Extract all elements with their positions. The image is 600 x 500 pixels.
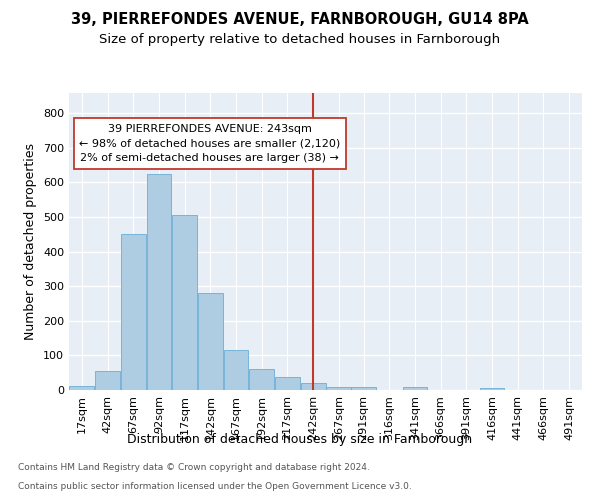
Bar [403,387,427,390]
Text: 39, PIERREFONDES AVENUE, FARNBOROUGH, GU14 8PA: 39, PIERREFONDES AVENUE, FARNBOROUGH, GU… [71,12,529,28]
Bar [250,368,274,390]
Bar [224,350,248,390]
Text: Size of property relative to detached houses in Farnborough: Size of property relative to detached ho… [100,32,500,46]
Bar [146,174,172,390]
Bar [275,377,300,390]
Bar [95,371,120,390]
Bar [172,216,197,390]
Bar [301,383,326,390]
Text: 39 PIERREFONDES AVENUE: 243sqm
← 98% of detached houses are smaller (2,120)
2% o: 39 PIERREFONDES AVENUE: 243sqm ← 98% of … [79,124,340,163]
Text: Distribution of detached houses by size in Farnborough: Distribution of detached houses by size … [127,432,473,446]
Text: Contains public sector information licensed under the Open Government Licence v3: Contains public sector information licen… [18,482,412,491]
Bar [351,387,376,390]
Bar [198,293,223,390]
Y-axis label: Number of detached properties: Number of detached properties [25,143,37,340]
Bar [326,386,352,390]
Bar [70,386,94,390]
Bar [479,388,505,390]
Text: Contains HM Land Registry data © Crown copyright and database right 2024.: Contains HM Land Registry data © Crown c… [18,464,370,472]
Bar [121,234,146,390]
